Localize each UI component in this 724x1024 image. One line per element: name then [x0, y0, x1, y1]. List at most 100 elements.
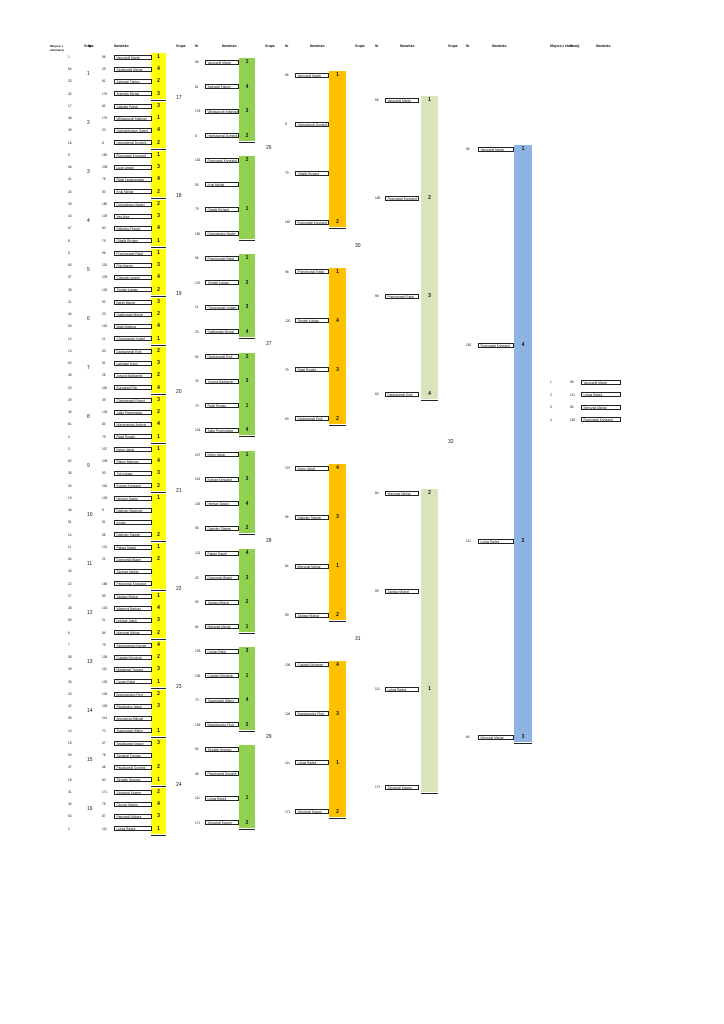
- player-name: Imniec: [114, 519, 152, 525]
- seed-number: 49: [68, 128, 72, 133]
- place-result: 3: [336, 366, 339, 373]
- player-name: Mierczak Michał: [205, 624, 239, 629]
- round-bar: [151, 151, 166, 197]
- group-number: 11: [87, 561, 93, 568]
- player-name: Zachura Michał: [114, 568, 152, 574]
- place-result: 4: [157, 605, 160, 612]
- round-bar: [151, 641, 166, 687]
- player-name: Varoczeki Marek: [205, 59, 239, 65]
- player-nr: 25: [102, 373, 106, 378]
- player-name: Cukalski Wojciech: [295, 662, 329, 667]
- player-nr: 134: [195, 428, 201, 433]
- round-bar: [151, 347, 166, 393]
- player-name: Kucharski Filip: [114, 385, 152, 391]
- player-name: Patrowski Mikaeś: [114, 813, 152, 819]
- player-name: Tuk Łukasz: [114, 470, 152, 476]
- place-result: 1: [521, 146, 525, 152]
- round-bar: [151, 298, 166, 344]
- player-nr: 176: [102, 116, 108, 121]
- player-nr: 70: [102, 728, 106, 733]
- place-result: 1: [157, 446, 160, 452]
- header-grupa: Grupa: [355, 44, 365, 48]
- place-result: 4: [336, 317, 339, 324]
- place-result: 1: [245, 206, 249, 213]
- player-nr: 21: [102, 618, 106, 623]
- place-result: 2: [245, 599, 249, 605]
- group-number: 6: [87, 316, 90, 323]
- seed-number: 44: [68, 312, 72, 317]
- player-nr: 111: [375, 687, 380, 691]
- player-name: Kruk Michał: [205, 182, 239, 188]
- player-nr: 126: [195, 722, 201, 727]
- player-name: Korgan Krzysztof: [114, 483, 152, 489]
- place-result: 3: [157, 813, 160, 820]
- bar-bottom-line: [151, 834, 166, 836]
- player-name: Bogdanowicz Piotr: [205, 722, 239, 728]
- player-nr: 59: [102, 594, 106, 598]
- place-result: 3: [245, 574, 249, 581]
- player-name: Lubas Radek: [385, 686, 419, 692]
- seed-number: 12: [68, 336, 72, 341]
- seed-number: 31: [68, 790, 72, 794]
- final-place: 4: [550, 417, 552, 422]
- bar-bottom-line: [151, 540, 166, 542]
- header-nr: Nr: [285, 44, 289, 48]
- place-result: 4: [336, 465, 339, 471]
- round-bar: [329, 464, 346, 620]
- place-result: 1: [245, 451, 249, 458]
- player-nr: 136: [102, 655, 108, 660]
- place-result: 3: [157, 299, 160, 305]
- seed-number: 7: [68, 643, 70, 647]
- player-name: Roznowski Krzysztof: [385, 195, 419, 201]
- place-result: 4: [157, 225, 160, 232]
- seed-number: 35: [68, 471, 72, 476]
- place-result: 4: [336, 661, 339, 668]
- place-result: 3: [157, 666, 160, 673]
- player-nr: 79: [102, 434, 106, 439]
- player-nr: 55: [285, 515, 289, 519]
- place-result: 2: [157, 311, 160, 318]
- place-result: 1: [157, 250, 160, 256]
- seed-number: 26: [68, 679, 72, 684]
- player-nr: 8: [285, 122, 287, 126]
- bar-bottom-line: [329, 228, 346, 229]
- seed-number: 15: [68, 741, 72, 745]
- player-name: Paszkowski Dominik: [114, 764, 152, 770]
- group-number: 14: [87, 708, 93, 715]
- seed-number: 43: [68, 569, 72, 574]
- place-result: 3: [157, 617, 160, 624]
- bar-bottom-line: [151, 344, 166, 346]
- final-place: 3: [550, 405, 552, 409]
- place-result: 3: [245, 476, 249, 483]
- bar-bottom-line: [151, 295, 166, 297]
- group-number: 19: [176, 291, 182, 298]
- player-nr: 107: [285, 466, 291, 470]
- round-bar: [151, 739, 166, 785]
- player-name: Varoczeki Marek: [295, 72, 329, 78]
- bar-bottom-line: [151, 687, 166, 689]
- bar-bottom-line: [239, 730, 255, 732]
- player-name: Pacółowicz Jakub: [114, 703, 152, 709]
- player-name: Ciurzyn Marcin: [114, 801, 152, 807]
- player-nr: 171: [285, 809, 291, 814]
- header-nazwisko: Nazwisko: [222, 44, 237, 48]
- bar-bottom-line: [329, 621, 346, 622]
- player-name: Gałdkowski Michał: [205, 329, 239, 335]
- player-name: Jaśkalla Patryk: [114, 103, 152, 109]
- player-name: Kaltyrsky Pracen: [114, 225, 152, 231]
- header-miejsce-final: Miejsce z eliminacji: [550, 44, 580, 48]
- player-name: Jakia Przemysław: [114, 409, 152, 415]
- player-name: Dobrowski Błażej: [205, 575, 239, 580]
- place-result: 1: [157, 593, 160, 599]
- player-name: Wiktaszczyk Mateusz: [114, 115, 152, 121]
- bar-bottom-line: [151, 638, 166, 640]
- seed-number: 41: [68, 177, 72, 182]
- player-nr: 134: [102, 410, 108, 415]
- seed-number: 21: [68, 300, 72, 304]
- place-result: 2: [157, 188, 160, 195]
- place-result: 4: [157, 421, 160, 428]
- seed-number: 4: [68, 434, 70, 439]
- player-name: Lizoń Antoni: [114, 164, 152, 170]
- place-result: 3: [157, 262, 160, 269]
- player-nr: 51: [102, 520, 106, 525]
